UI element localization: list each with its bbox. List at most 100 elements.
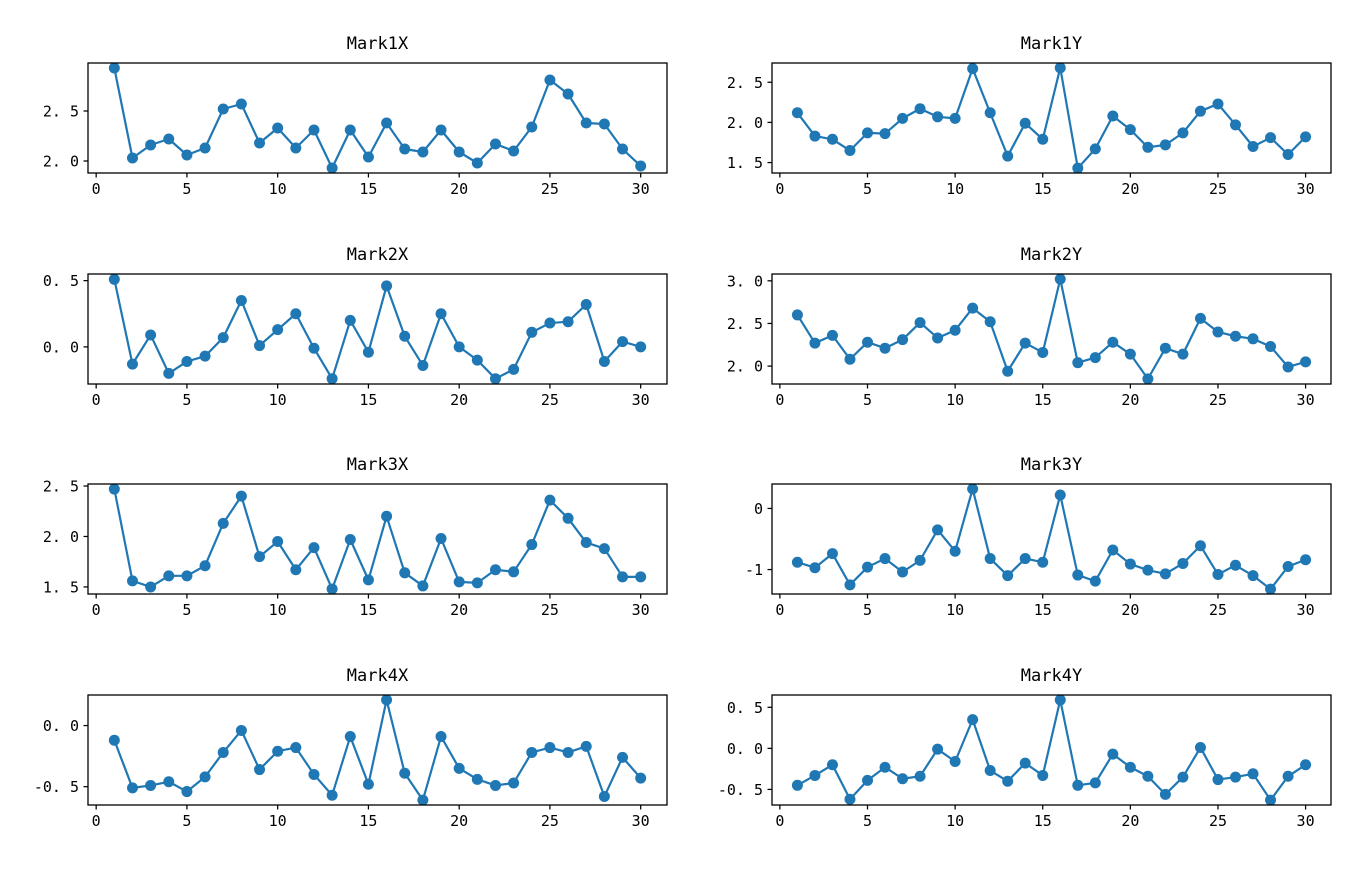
series-marker	[879, 553, 891, 565]
x-tick-label: 5	[182, 601, 191, 619]
series-marker	[362, 346, 374, 358]
series-marker	[967, 63, 979, 75]
series-marker	[1142, 141, 1154, 153]
series-marker	[617, 336, 629, 348]
series-marker	[344, 731, 356, 743]
line-chart-svg: 0 5 10 15 20 25 30 1. 5 2. 0 2. 5	[43, 478, 668, 619]
x-tick-label: 25	[1209, 812, 1227, 830]
subplot-mark1x: Mark1X 0 5 10 15 20 25 30 2. 0 2. 5	[13, 23, 687, 208]
series-marker	[471, 354, 483, 366]
series-marker	[344, 534, 356, 545]
series-marker	[235, 490, 247, 502]
series-marker	[489, 373, 501, 384]
x-tick-label: 0	[92, 391, 101, 409]
series-marker	[932, 111, 944, 123]
series-marker	[617, 571, 629, 583]
series-marker	[145, 329, 157, 341]
series-marker	[1019, 553, 1031, 565]
series-marker	[1002, 365, 1014, 377]
series-marker	[254, 137, 266, 149]
series-marker	[1230, 330, 1241, 342]
series-marker	[967, 714, 979, 726]
subplot-mark2x: Mark2X 0 5 10 15 20 25 30 0. 0 0. 5	[13, 234, 687, 419]
series-marker	[199, 771, 211, 783]
x-tick-label: 20	[1121, 601, 1139, 619]
series-group	[108, 63, 647, 173]
x-tick-label: 0	[775, 180, 784, 198]
series-marker	[308, 542, 320, 554]
series-marker	[1037, 556, 1049, 568]
series-marker	[1230, 771, 1241, 783]
series-marker	[163, 776, 175, 788]
series-marker	[108, 484, 120, 495]
series-marker	[1037, 346, 1049, 358]
y-tick-label: 0. 0	[43, 338, 79, 356]
series-marker	[435, 308, 447, 320]
series-marker	[1177, 348, 1189, 360]
plot-title: Mark3X	[346, 455, 409, 475]
series-group	[791, 274, 1312, 384]
series-marker	[617, 751, 629, 763]
series-marker	[108, 63, 120, 74]
x-tick-label: 15	[1034, 601, 1052, 619]
series-marker	[862, 336, 873, 348]
series-marker	[897, 112, 909, 124]
series-marker	[1002, 775, 1014, 787]
series-marker	[791, 556, 803, 568]
series-marker	[1107, 336, 1119, 348]
series-marker	[544, 317, 556, 329]
series-marker	[344, 314, 356, 326]
series-marker	[235, 98, 247, 110]
series-marker	[1159, 568, 1171, 580]
series-marker	[844, 579, 856, 591]
series-marker	[914, 554, 926, 566]
series-marker	[1019, 337, 1031, 349]
line-chart-svg: 0 5 10 15 20 25 30 -0. 5 0. 0	[34, 694, 668, 830]
series-group	[108, 484, 647, 594]
series-marker	[181, 786, 193, 798]
axes-frame	[771, 62, 1332, 174]
series-marker	[598, 790, 610, 802]
series-marker	[1282, 770, 1294, 782]
series-marker	[1300, 356, 1312, 368]
x-tick-label: 15	[359, 391, 377, 409]
series-group	[791, 484, 1312, 594]
series-marker	[326, 789, 338, 801]
series-marker	[984, 765, 996, 777]
x-tick-label: 5	[863, 180, 872, 198]
series-marker	[1247, 333, 1259, 345]
y-tick-label: 0. 0	[43, 717, 79, 735]
subplot-mark3x: Mark3X 0 5 10 15 20 25 30 1. 5 2. 0 2. 5	[13, 444, 687, 629]
series-marker	[290, 308, 302, 320]
plot-title: Mark2Y	[1020, 245, 1083, 265]
x-tick-label: 30	[632, 391, 650, 409]
y-tick-label: 1. 5	[43, 578, 79, 596]
series-marker	[417, 146, 429, 158]
x-tick-label: 30	[632, 180, 650, 198]
series-line	[796, 278, 1307, 380]
series-marker	[254, 764, 266, 776]
series-line	[113, 278, 642, 380]
series-marker	[217, 103, 229, 115]
subplot-mark1y: Mark1Y 0 5 10 15 20 25 30 1. 5 2. 0 2. 5	[697, 23, 1351, 208]
y-tick-label: 2. 0	[43, 528, 79, 546]
series-marker	[435, 533, 447, 544]
line-chart-svg: 0 5 10 15 20 25 30 1. 5 2. 0 2. 5	[727, 62, 1332, 198]
axes-frame	[87, 273, 668, 385]
series-marker	[949, 545, 961, 557]
x-tick-label: 15	[359, 180, 377, 198]
x-tick-label: 15	[359, 601, 377, 619]
series-line	[113, 487, 642, 591]
line-chart-svg: 0 5 10 15 20 25 30 2. 0 2. 5	[43, 62, 668, 198]
series-marker	[1054, 274, 1066, 285]
series-marker	[635, 571, 647, 583]
y-tick-label: -1	[745, 561, 763, 579]
series-marker	[967, 484, 979, 495]
series-marker	[580, 537, 592, 549]
series-marker	[1194, 742, 1206, 754]
series-marker	[126, 575, 138, 587]
series-marker	[1002, 570, 1014, 582]
series-marker	[1159, 342, 1171, 354]
subplot-mark2y: Mark2Y 0 5 10 15 20 25 30 2. 0 2. 5 3. 0	[697, 234, 1351, 419]
series-marker	[199, 142, 211, 154]
